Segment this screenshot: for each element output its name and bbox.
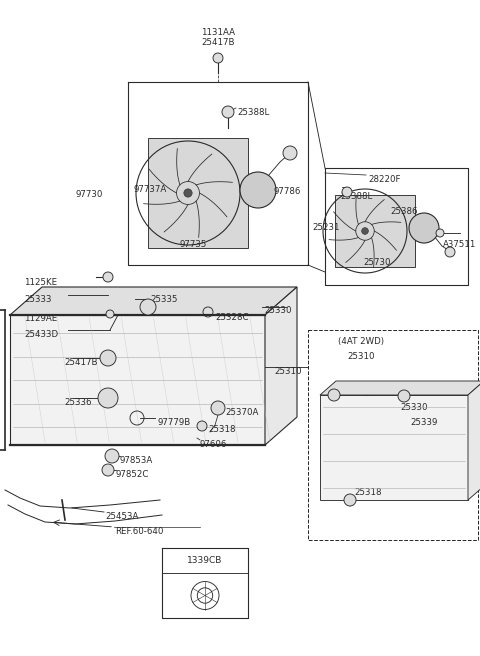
- Text: 25318: 25318: [208, 425, 236, 434]
- Text: 25388L: 25388L: [340, 192, 372, 201]
- Text: 25386: 25386: [390, 207, 418, 216]
- Text: 25388L: 25388L: [237, 108, 269, 117]
- Text: 97737A: 97737A: [134, 185, 167, 194]
- Polygon shape: [320, 395, 468, 500]
- Polygon shape: [265, 287, 297, 445]
- Text: 25318: 25318: [354, 488, 382, 497]
- Circle shape: [283, 146, 297, 160]
- Text: A37511: A37511: [443, 240, 476, 249]
- Text: 25333: 25333: [24, 295, 51, 304]
- Text: 25370A: 25370A: [225, 408, 258, 417]
- Circle shape: [184, 189, 192, 197]
- Circle shape: [398, 390, 410, 402]
- Circle shape: [240, 172, 276, 208]
- Bar: [308, 330, 478, 540]
- Polygon shape: [468, 381, 480, 500]
- Text: 1131AA: 1131AA: [201, 28, 235, 37]
- Polygon shape: [10, 315, 265, 445]
- Text: 25328C: 25328C: [215, 313, 249, 322]
- Polygon shape: [10, 287, 297, 315]
- Text: 25417B: 25417B: [64, 358, 97, 367]
- Text: 25330: 25330: [400, 403, 428, 412]
- Circle shape: [105, 449, 119, 463]
- Text: 25730: 25730: [363, 258, 391, 267]
- Circle shape: [222, 106, 234, 118]
- Text: 25231: 25231: [312, 223, 339, 232]
- Bar: [335, 195, 415, 267]
- Text: 25335: 25335: [150, 295, 178, 304]
- Circle shape: [361, 228, 368, 234]
- Text: 97606: 97606: [200, 440, 228, 449]
- Polygon shape: [320, 381, 480, 395]
- Circle shape: [140, 299, 156, 315]
- Text: 97786: 97786: [273, 187, 300, 196]
- Text: 25310: 25310: [347, 352, 375, 361]
- Circle shape: [344, 494, 356, 506]
- Text: 97730: 97730: [75, 190, 102, 199]
- Circle shape: [342, 187, 352, 197]
- Circle shape: [436, 229, 444, 237]
- Circle shape: [106, 310, 114, 318]
- Text: 1125KE: 1125KE: [24, 278, 57, 287]
- Text: 97779B: 97779B: [158, 418, 191, 427]
- Text: 25310: 25310: [274, 367, 301, 376]
- Text: 97852C: 97852C: [116, 470, 149, 479]
- Text: (4AT 2WD): (4AT 2WD): [338, 337, 384, 346]
- Circle shape: [197, 421, 207, 431]
- Text: 25417B: 25417B: [201, 38, 235, 47]
- Circle shape: [100, 350, 116, 366]
- Text: 25433D: 25433D: [24, 330, 58, 339]
- Circle shape: [102, 464, 114, 476]
- Text: 1339CB: 1339CB: [187, 556, 223, 565]
- Text: 28220F: 28220F: [368, 175, 400, 184]
- Text: 25339: 25339: [410, 418, 437, 427]
- Circle shape: [409, 213, 439, 243]
- Text: 25330: 25330: [264, 306, 291, 315]
- Text: 97853A: 97853A: [120, 456, 153, 465]
- Text: 25336: 25336: [64, 398, 92, 407]
- Bar: [148, 138, 248, 248]
- Text: 1129AE: 1129AE: [24, 314, 57, 323]
- Circle shape: [98, 388, 118, 408]
- Text: REF.60-640: REF.60-640: [115, 527, 163, 536]
- Circle shape: [445, 247, 455, 257]
- Circle shape: [328, 389, 340, 401]
- Text: 25453A: 25453A: [105, 512, 138, 521]
- Circle shape: [213, 53, 223, 63]
- Circle shape: [211, 401, 225, 415]
- Circle shape: [103, 272, 113, 282]
- Text: 97735: 97735: [180, 240, 207, 249]
